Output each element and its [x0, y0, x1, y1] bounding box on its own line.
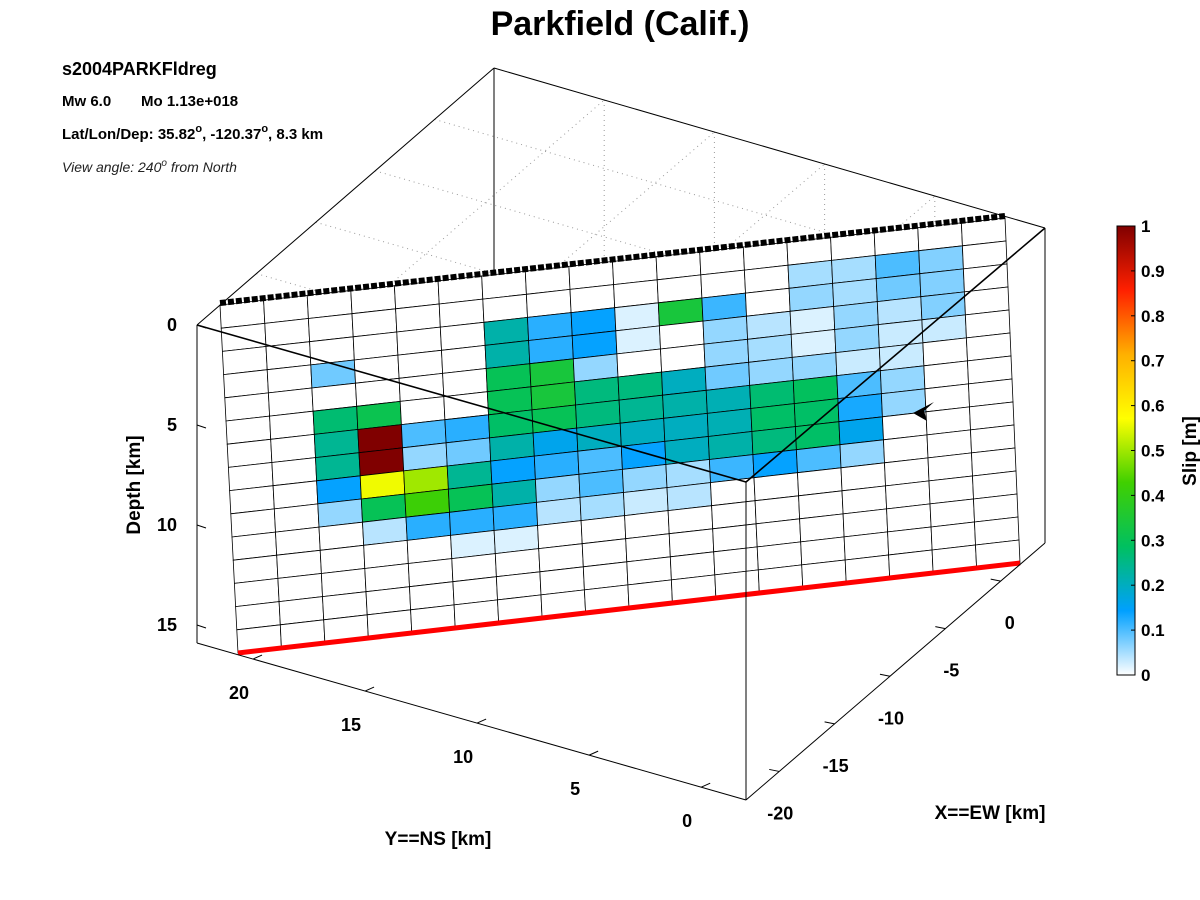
colorbar-tick-label: 0.7 — [1141, 352, 1165, 371]
colorbar-tick-label: 0.6 — [1141, 397, 1165, 416]
hypocenter-marker-icon — [913, 402, 934, 421]
box-edge — [196, 67, 495, 326]
depth-axis-ticks: 0 5 10 15 — [157, 315, 207, 635]
location-lon: , -120.37 — [202, 126, 261, 143]
chart-title: Parkfield (Calif.) — [491, 5, 750, 43]
location-label: Lat/Lon/Dep: 35.82o, -120.37o, 8.3 km — [62, 123, 323, 143]
ns-tick-mark — [476, 718, 487, 724]
depth-tick-label: 0 — [167, 315, 177, 335]
ew-tick-mark — [769, 768, 780, 772]
colorbar-tick-label: 1 — [1141, 217, 1150, 236]
ew-tick-label: -10 — [878, 708, 904, 728]
box-edge — [745, 542, 1046, 801]
ns-tick-mark — [700, 782, 711, 788]
box-edge — [196, 642, 747, 801]
depth-tick-mark — [196, 424, 207, 429]
ns-tick-mark — [364, 686, 375, 692]
ew-axis-ticks: 0 -5 -10 -15 -20 — [767, 578, 1015, 823]
ns-tick-label: 0 — [682, 811, 692, 831]
location-dep: , 8.3 km — [268, 126, 323, 143]
ew-tick-label: -5 — [943, 661, 959, 681]
ew-tick-mark — [935, 626, 946, 630]
colorbar-ticks: 1 0.9 0.8 0.7 0.6 0.5 0.4 0.3 0.2 0.1 0 — [1131, 217, 1165, 685]
view-angle-suffix: from North — [167, 159, 237, 175]
ns-tick-mark — [588, 750, 599, 756]
depth-tick-mark — [196, 624, 207, 629]
event-name: s2004PARKFldreg — [62, 59, 217, 79]
colorbar-tick-label: 0.5 — [1141, 442, 1165, 461]
colorbar-tick-label: 0.1 — [1141, 621, 1165, 640]
colorbar-tick-label: 0.4 — [1141, 486, 1165, 505]
ew-tick-mark — [990, 578, 1001, 582]
depth-tick-label: 10 — [157, 515, 177, 535]
box-edge — [745, 227, 1046, 483]
ew-tick-mark — [879, 673, 891, 677]
fault-top-edge — [219, 213, 1006, 306]
ns-tick-label: 20 — [229, 683, 249, 703]
ew-axis-label: X==EW [km] — [935, 803, 1046, 824]
ew-tick-label: -15 — [823, 756, 849, 776]
grid-line — [315, 221, 866, 381]
colorbar-tick-label: 0.9 — [1141, 262, 1165, 281]
ns-tick-label: 10 — [453, 747, 473, 767]
degree-mark-lon: o — [261, 123, 268, 135]
location-lat: Lat/Lon/Dep: 35.82 — [62, 126, 195, 143]
grid-line — [434, 118, 986, 280]
fault-bottom-edge — [237, 560, 1021, 656]
depth-tick-mark — [196, 524, 207, 529]
ew-tick-label: 0 — [1005, 613, 1015, 633]
colorbar-tick-label: 0 — [1141, 666, 1150, 685]
box-edge — [493, 67, 1046, 229]
ew-tick-label: -20 — [767, 803, 793, 823]
ns-tick-label: 15 — [341, 715, 361, 735]
colorbar-tick-label: 0.2 — [1141, 576, 1165, 595]
colorbar-tick-label: 0.8 — [1141, 307, 1165, 326]
colorbar-tick-label: 0.3 — [1141, 531, 1165, 550]
depth-tick-label: 5 — [167, 415, 177, 435]
depth-tick-mark — [196, 324, 207, 329]
box-front-edges — [196, 227, 1046, 801]
ns-axis-ticks: 20 15 10 5 0 — [229, 654, 711, 831]
ns-axis-label: Y==NS [km] — [385, 829, 492, 850]
view-angle-prefix: View angle: 240 — [62, 159, 162, 175]
degree-mark-view: o — [161, 158, 167, 169]
ew-tick-mark — [824, 721, 835, 725]
box-edge — [196, 324, 747, 483]
ns-tick-label: 5 — [570, 779, 580, 799]
grid-line — [375, 170, 926, 331]
colorbar-label: Slip [m] — [1180, 416, 1200, 486]
magnitude-label: Mw 6.0 — [62, 93, 111, 110]
depth-tick-label: 15 — [157, 615, 177, 635]
fault-plane-edges — [219, 213, 1021, 656]
view-angle-label: View angle: 240o from North — [62, 158, 237, 175]
degree-mark-lat: o — [195, 123, 202, 135]
fault-plane — [219, 217, 1021, 654]
moment-label: Mo 1.13e+018 — [141, 93, 238, 110]
depth-axis-label: Depth [km] — [124, 435, 145, 534]
ns-tick-mark — [252, 654, 263, 660]
